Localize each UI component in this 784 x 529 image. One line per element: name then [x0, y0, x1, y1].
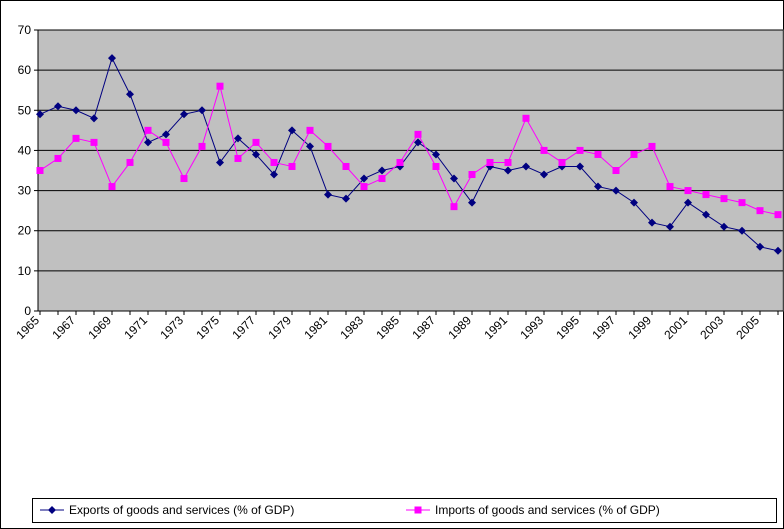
data-point	[162, 130, 170, 139]
legend-label: Exports of goods and services (% of GDP)	[69, 503, 294, 517]
data-point	[126, 90, 134, 99]
data-point	[630, 150, 638, 158]
data-point	[414, 130, 422, 138]
data-point	[666, 183, 674, 191]
data-point	[540, 170, 548, 179]
data-point	[576, 146, 584, 154]
data-point	[486, 158, 494, 166]
data-point	[108, 183, 116, 191]
data-point	[324, 190, 332, 199]
data-point	[702, 191, 710, 199]
data-point	[162, 138, 170, 146]
plot-area	[37, 29, 784, 312]
data-point	[396, 158, 404, 166]
data-point	[468, 198, 476, 207]
data-point	[234, 154, 242, 162]
y-tick-label: 30	[18, 184, 32, 198]
data-point	[270, 170, 278, 179]
data-point	[756, 207, 764, 215]
y-tick-label: 50	[18, 103, 32, 117]
data-point	[90, 114, 98, 123]
data-point	[684, 198, 692, 207]
data-point	[180, 110, 188, 119]
data-point	[702, 210, 710, 219]
y-tick-label: 0	[24, 304, 31, 318]
data-point	[468, 171, 476, 179]
data-point	[720, 222, 728, 231]
data-point	[648, 218, 656, 227]
data-point	[450, 203, 458, 211]
data-point	[378, 175, 386, 183]
data-point	[36, 110, 44, 119]
data-point	[54, 154, 62, 162]
data-point	[378, 166, 386, 175]
data-point	[720, 195, 728, 203]
data-point	[54, 102, 62, 111]
data-point	[432, 162, 440, 170]
data-point	[522, 162, 530, 171]
legend-marker	[414, 506, 422, 514]
data-point	[360, 183, 368, 191]
data-point	[234, 134, 242, 143]
data-point	[252, 150, 260, 159]
y-tick-label: 10	[18, 264, 32, 278]
data-point	[126, 158, 134, 166]
data-point	[594, 150, 602, 158]
data-point	[270, 158, 278, 166]
data-point	[198, 106, 206, 115]
data-point	[306, 126, 314, 134]
data-point	[612, 186, 620, 195]
data-point	[180, 175, 188, 183]
data-point	[216, 158, 224, 167]
data-point	[144, 126, 152, 134]
data-point	[756, 242, 764, 251]
data-point	[576, 162, 584, 171]
data-point	[360, 174, 368, 183]
data-point	[324, 142, 332, 150]
legend	[32, 498, 777, 523]
data-point	[342, 194, 350, 203]
data-point	[522, 114, 530, 122]
data-point	[504, 158, 512, 166]
data-point	[558, 158, 566, 166]
data-point	[414, 138, 422, 147]
data-point	[774, 246, 782, 255]
data-point	[252, 138, 260, 146]
data-point	[684, 187, 692, 195]
data-point	[774, 211, 782, 219]
data-point	[648, 142, 656, 150]
legend-label: Imports of goods and services (% of GDP)	[435, 503, 660, 517]
y-tick-label: 20	[18, 224, 32, 238]
data-point	[738, 226, 746, 235]
data-point	[90, 138, 98, 146]
data-point	[630, 198, 638, 207]
data-point	[306, 142, 314, 151]
data-point	[594, 182, 602, 191]
y-tick-label: 40	[18, 143, 32, 157]
data-point	[108, 54, 116, 63]
data-point	[72, 106, 80, 115]
y-tick-label: 60	[18, 63, 32, 77]
data-point	[738, 199, 746, 207]
legend-marker	[48, 506, 56, 514]
data-point	[342, 162, 350, 170]
data-point	[288, 162, 296, 170]
y-tick-label: 70	[18, 23, 32, 37]
data-point	[198, 142, 206, 150]
data-point	[216, 82, 224, 90]
data-point	[432, 150, 440, 159]
data-point	[540, 146, 548, 154]
data-point	[666, 222, 674, 231]
data-point	[504, 166, 512, 175]
data-point	[450, 174, 458, 183]
data-point	[36, 167, 44, 174]
data-point	[144, 138, 152, 147]
data-point	[288, 126, 296, 135]
data-point	[612, 167, 620, 174]
data-point	[72, 134, 80, 142]
